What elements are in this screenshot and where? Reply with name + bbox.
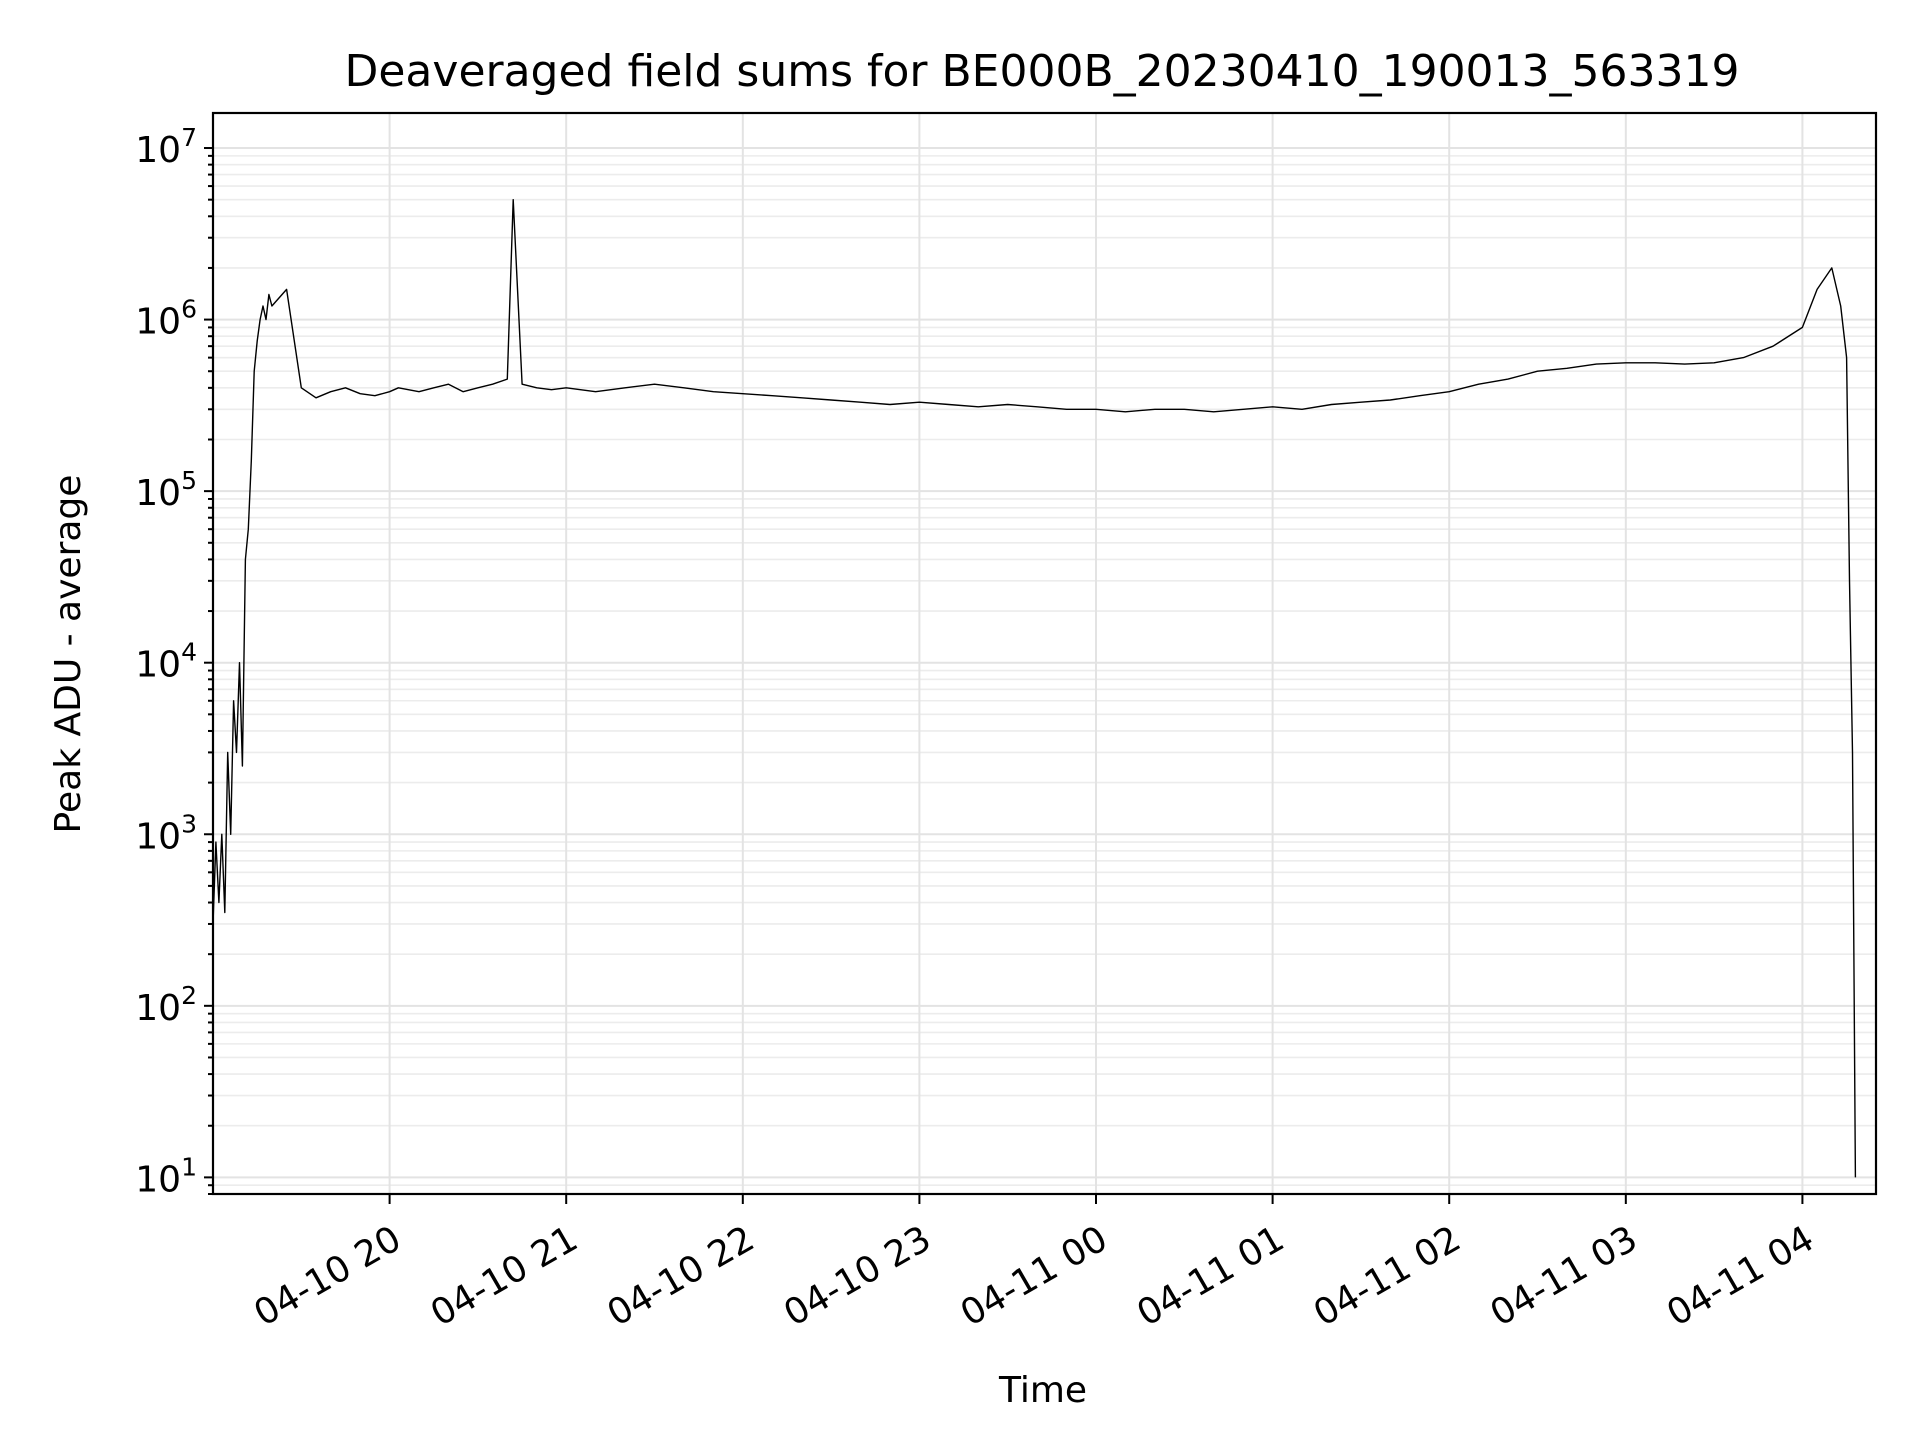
x-tick-label: 04-11 02 (1307, 1218, 1468, 1334)
y-tick-label: 103 (135, 809, 197, 857)
y-tick-label: 101 (135, 1152, 197, 1200)
x-tick-label: 04-11 00 (954, 1218, 1115, 1334)
x-tick-label: 04-10 20 (247, 1218, 408, 1334)
y-tick-label: 107 (135, 123, 197, 171)
x-tick-label: 04-10 23 (777, 1218, 938, 1334)
x-tick-label: 04-11 03 (1484, 1218, 1645, 1334)
series-line (212, 198, 1857, 1178)
y-axis-ticks: 101 102 103 104 105 106 107 (135, 123, 213, 1200)
y-tick-label: 105 (135, 466, 197, 514)
chart-title: Deaveraged field sums for BE000B_2023041… (344, 46, 1739, 97)
x-tick-label: 04-11 01 (1130, 1218, 1291, 1334)
x-tick-label: 04-10 22 (601, 1218, 762, 1334)
grid-lines (213, 113, 1876, 1195)
y-axis-label: Peak ADU - average (48, 475, 89, 834)
x-tick-label: 04-10 21 (424, 1218, 585, 1334)
y-tick-label: 106 (135, 295, 197, 343)
x-axis-ticks: 04-10 20 04-10 21 04-10 22 04-10 23 04-11 00… (247, 1194, 1821, 1335)
plot-area-frame (211, 111, 1878, 1196)
x-axis-label: Time (998, 1370, 1087, 1411)
series-layer (212, 198, 1857, 1178)
y-tick-label: 102 (135, 981, 197, 1029)
x-tick-label: 04-11 04 (1660, 1218, 1821, 1334)
y-tick-label: 104 (135, 638, 197, 686)
